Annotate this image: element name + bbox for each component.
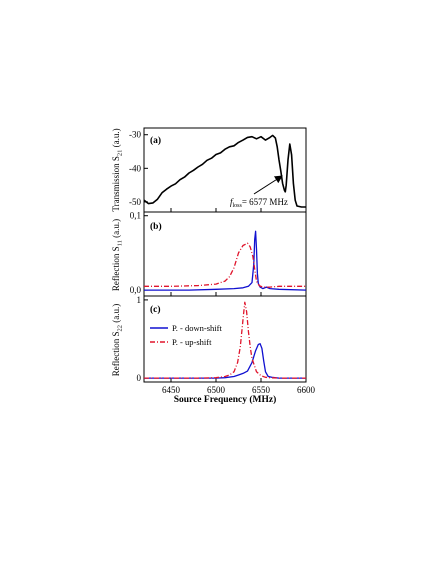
x-tick-label-2: 6550 — [252, 385, 271, 395]
panel-c-ylabel-sub: 22 — [117, 325, 124, 332]
panel-a-ylabel-main: Transmission S — [111, 156, 121, 211]
panel-c-frame — [143, 295, 307, 383]
legend-label-up-shift: P. - up-shift — [172, 337, 212, 347]
panel-a-ylabel-tail: (a.u.) — [111, 128, 121, 149]
panel-b-ylabel-main: Reflection S — [111, 246, 121, 291]
loss-annotation-sub: loss — [233, 203, 243, 209]
legend-label-down-shift: P. - down-shift — [172, 323, 222, 333]
panel-a-ylabel: Transmission S21 (a.u.) — [111, 128, 124, 211]
panel-1-series-0 — [144, 230, 307, 291]
panel-b-ylabel: Reflection S11 (a.u.) — [111, 219, 124, 291]
loss-annotation-value: = 6577 MHz — [242, 197, 288, 207]
panel-1-ytick-label-0: 0,0 — [130, 285, 142, 295]
panel-c-label: (c) — [150, 304, 161, 315]
panel-a: -50 -40 -30 (a) Transmission S21 (a.u.) fl… — [111, 127, 307, 213]
panel-c: 0 1 6450 6500 6550 6600 (c) Reflection S22 (a… — [111, 295, 316, 405]
loss-annotation-arrow — [253, 175, 283, 195]
panel-b-ylabel-tail: (a.u.) — [111, 219, 121, 240]
panel-b-series — [144, 230, 307, 291]
x-axis-title: Source Frequency (MHz) — [174, 394, 277, 405]
panel-c-ylabel-main: Reflection S — [111, 332, 121, 377]
x-tick-label-1: 6500 — [207, 385, 226, 395]
panel-a-ylabel-sub: 21 — [117, 150, 124, 157]
panel-c-ylabel: Reflection S22 (a.u.) — [111, 304, 124, 377]
panel-b-ylabel-sub: 11 — [117, 240, 124, 246]
loss-annotation: floss= 6577 MHz — [230, 197, 288, 209]
panel-2-ytick-label-1: 1 — [137, 295, 142, 305]
panel-c-series — [144, 301, 306, 379]
panel-b-frame — [143, 211, 307, 297]
panel-1-series-1 — [144, 242, 306, 288]
panel-2-ytick-label-0: 0 — [137, 373, 142, 383]
panel-a-series — [143, 134, 306, 208]
panel-1-ytick-label-1: 0,1 — [130, 211, 141, 221]
panel-0-ytick-label-0: -50 — [129, 197, 141, 207]
panel-a-label: (a) — [150, 135, 161, 146]
x-tick-label-0: 6450 — [162, 385, 181, 395]
panel-b-label: (b) — [150, 221, 162, 232]
legend: P. - down-shift P. - up-shift — [150, 323, 222, 347]
panel-0-ytick-label-2: -30 — [129, 130, 141, 140]
panel-2-series-0 — [144, 343, 306, 379]
panel-c-axes: 0 1 6450 6500 6550 6600 — [137, 295, 316, 395]
x-tick-label-3: 6600 — [297, 385, 316, 395]
panel-c-ylabel-tail: (a.u.) — [111, 304, 121, 325]
panel-b: 0,0 0,1 (b) Reflection S11 (a.u.) — [111, 211, 307, 297]
panel-0-ytick-label-1: -40 — [129, 163, 141, 173]
panel-2-series-1 — [144, 301, 306, 379]
loss-annotation-f: f — [230, 197, 234, 207]
panel-0-series-0 — [143, 134, 306, 208]
